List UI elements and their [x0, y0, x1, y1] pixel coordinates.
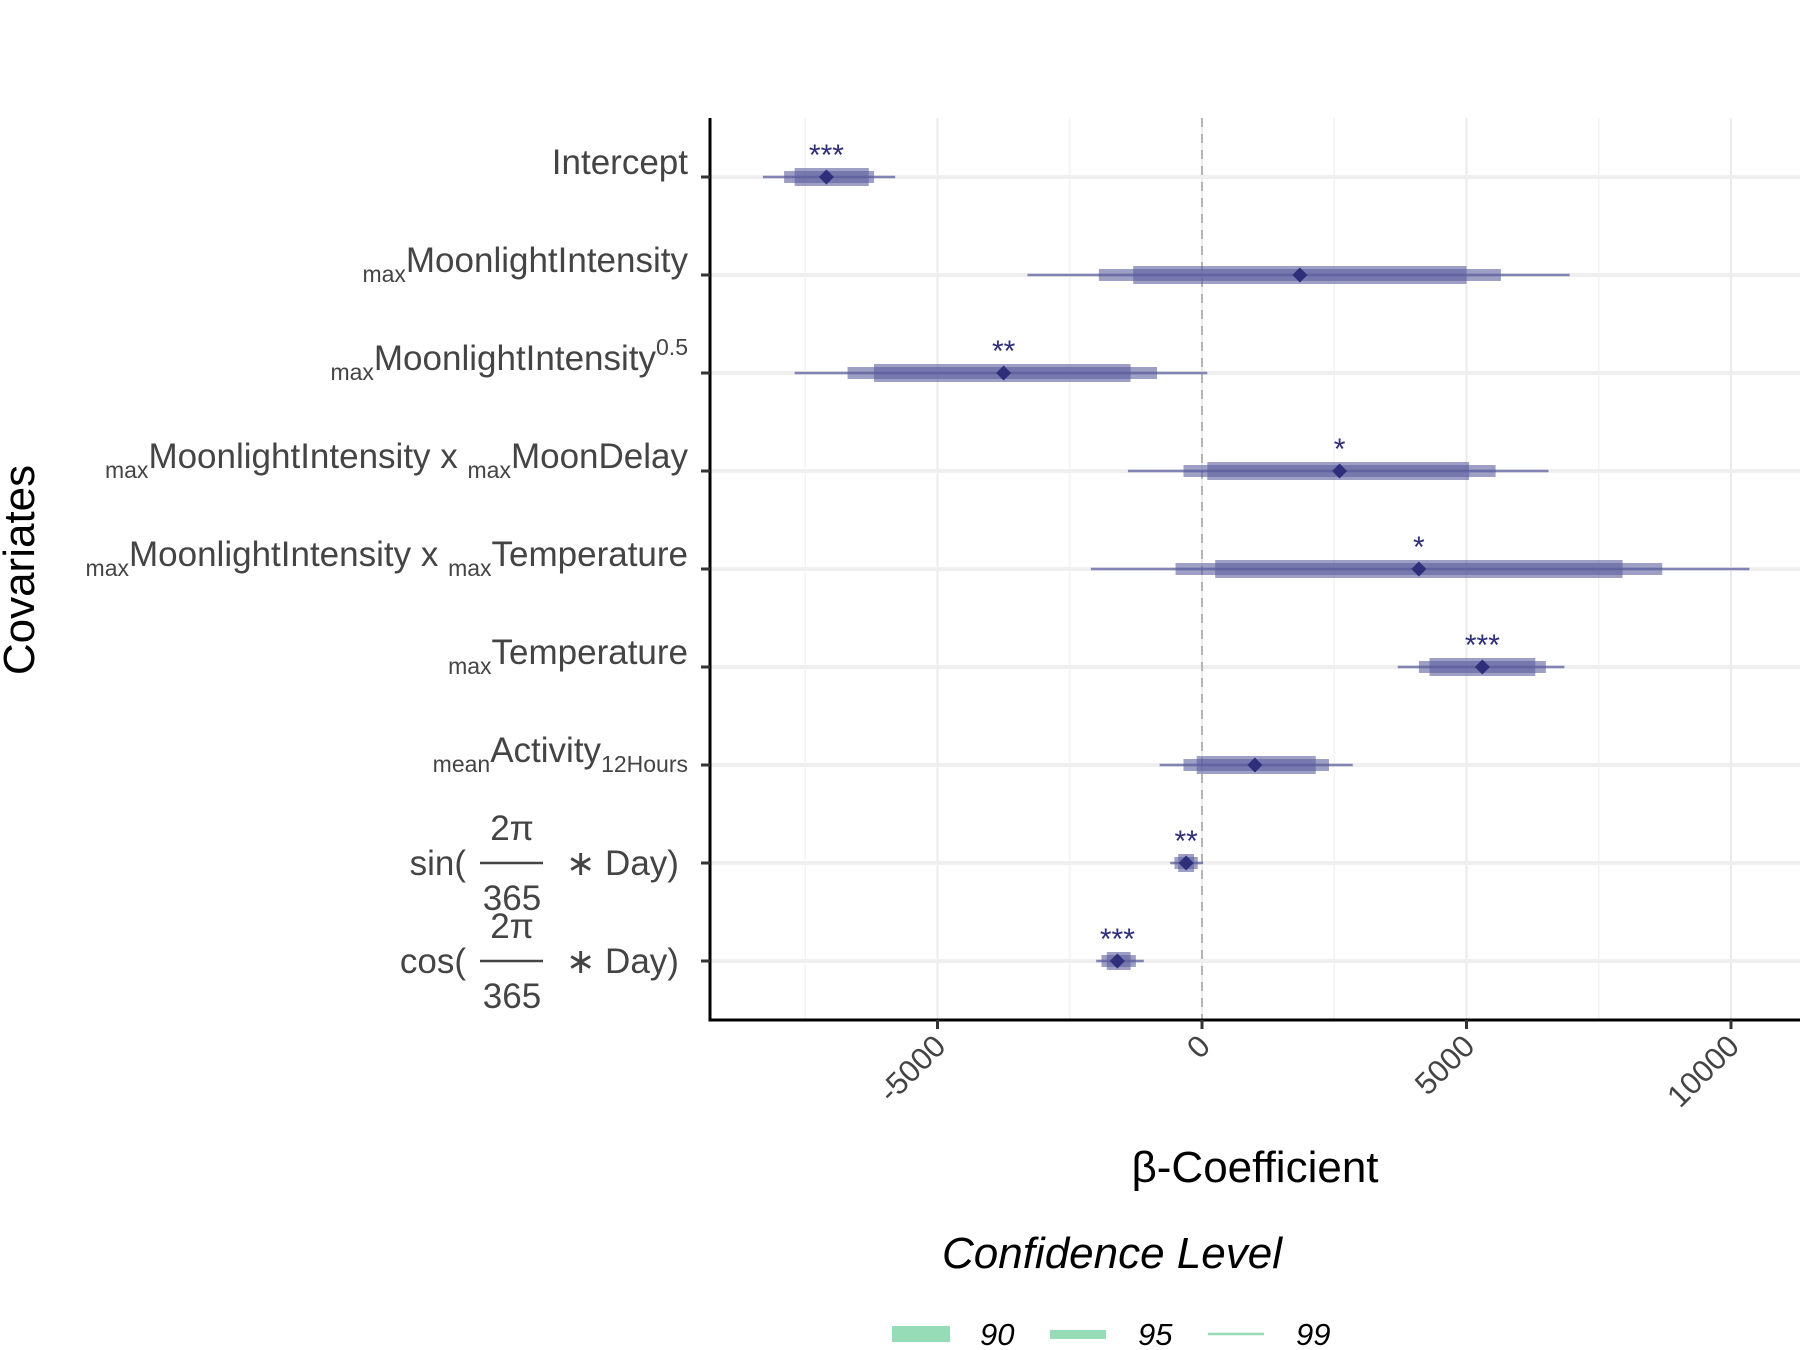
axes [701, 118, 1800, 1029]
significance-stars: *** [809, 139, 844, 172]
legend-title: Confidence Level [942, 1229, 1283, 1278]
x-tick-label: 10000 [1660, 1028, 1746, 1114]
estimate-point [1247, 757, 1263, 773]
legend: Confidence Level 90 95 99 [892, 1229, 1330, 1350]
x-tick-label: 5000 [1408, 1028, 1482, 1102]
estimate-point [1109, 953, 1125, 969]
estimate-point [1332, 463, 1348, 479]
significance-stars: ** [1174, 825, 1198, 858]
legend-label-99: 99 [1296, 1317, 1330, 1350]
confidence-intervals: *************** [762, 139, 1750, 970]
svg-text:∗ Day): ∗ Day) [566, 844, 679, 883]
y-axis-title: Covariates [0, 465, 44, 675]
svg-text:365: 365 [483, 879, 541, 918]
estimate-point [818, 169, 834, 185]
y-label-max-temperature: maxTemperature [448, 633, 688, 679]
estimate-point [1411, 561, 1427, 577]
svg-text:sin(: sin( [410, 844, 467, 883]
y-label-cos-term: cos( 2π 365 ∗ Day) [400, 907, 679, 1016]
svg-text:∗ Day): ∗ Day) [566, 942, 679, 981]
y-label-sin-term: sin( 2π 365 ∗ Day) [410, 809, 679, 918]
significance-stars: *** [1465, 629, 1500, 662]
significance-stars: * [1334, 433, 1346, 466]
svg-text:365: 365 [483, 977, 541, 1016]
svg-text:cos(: cos( [400, 942, 466, 981]
y-tick-labels: Intercept maxMoonlightIntensity maxMoonl… [86, 143, 689, 1016]
svg-text:2π: 2π [490, 907, 534, 946]
y-label-mean-activity-12-hours: meanActivity12Hours [433, 731, 688, 777]
x-tick-label: -5000 [872, 1028, 953, 1109]
y-label-max-moonlight-intensity: maxMoonlightIntensity [362, 241, 688, 287]
estimate-point [1474, 659, 1490, 675]
estimate-point [1178, 855, 1194, 871]
estimate-point [996, 365, 1012, 381]
legend-label-95: 95 [1138, 1317, 1173, 1350]
legend-key-90 [892, 1326, 950, 1342]
significance-stars: ** [992, 335, 1016, 368]
significance-stars: *** [1100, 923, 1135, 956]
significance-stars: * [1413, 531, 1425, 564]
x-axis-title: β-Coefficient [1131, 1143, 1378, 1192]
y-label-max-moonlight-intensity-sqrt: maxMoonlightIntensity0.5 [330, 334, 688, 385]
legend-label-90: 90 [980, 1317, 1014, 1350]
y-label-intercept: Intercept [552, 143, 688, 182]
legend-key-95 [1050, 1330, 1106, 1339]
y-label-moonlight-x-moondelay: maxMoonlightIntensity x maxMoonDelay [105, 437, 689, 483]
x-tick-label: 0 [1180, 1028, 1217, 1065]
x-tick-labels: -5000 0 5000 10000 [872, 1028, 1746, 1114]
y-label-moonlight-x-temperature: maxMoonlightIntensity x maxTemperature [86, 535, 688, 581]
estimate-point [1292, 267, 1308, 283]
svg-text:2π: 2π [490, 809, 534, 848]
